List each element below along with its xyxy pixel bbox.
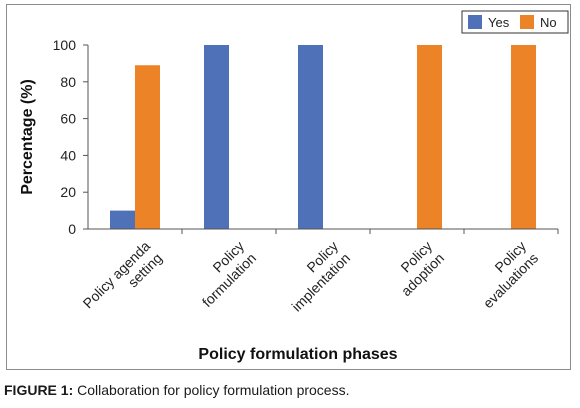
bar-yes-3 [298, 45, 323, 229]
x-tick-label: Policyimplentation [276, 238, 353, 315]
y-tick-label: 20 [60, 184, 76, 200]
x-tick-label: Policyevaluations [468, 238, 541, 311]
caption-label: FIGURE 1: [4, 382, 74, 398]
bar-yes-1 [110, 210, 135, 229]
y-tick-label: 80 [60, 74, 76, 90]
y-tick-label: 0 [68, 221, 76, 237]
y-tick-label: 40 [60, 147, 76, 163]
legend-label-no: No [540, 15, 557, 30]
x-tick-label: Policy agendasetting [80, 238, 166, 324]
x-tick-label: Policyadoption [386, 238, 447, 299]
y-tick-label: 100 [53, 37, 77, 53]
figure-caption: FIGURE 1: Collaboration for policy formu… [4, 382, 349, 398]
bar-no-5 [511, 45, 536, 229]
bar-chart: 0 20 40 60 80 100 Policy agendasetting Policyf… [19, 10, 569, 363]
bar-no-4 [417, 45, 442, 229]
bar-no-1 [135, 65, 160, 230]
figure-frame [6, 4, 571, 370]
axes [87, 45, 558, 230]
y-tick-label: 60 [60, 111, 76, 127]
legend-label-yes: Yes [488, 15, 510, 30]
x-axis-tick-labels: Policy agendasetting Policyformulation Pol… [80, 229, 559, 324]
legend: Yes No [461, 10, 569, 34]
legend-box [461, 10, 569, 34]
y-axis-ticks: 0 20 40 60 80 100 [53, 37, 88, 237]
caption-text: Collaboration for policy formulation pro… [73, 382, 350, 398]
bars [110, 45, 536, 230]
x-tick-label: Policyformulation [187, 238, 259, 310]
legend-swatch-yes [468, 15, 482, 29]
y-axis-title: Percentage (%) [19, 79, 36, 195]
bar-yes-2 [204, 45, 229, 229]
x-axis-title: Policy formulation phases [198, 346, 397, 363]
legend-swatch-no [520, 15, 534, 29]
